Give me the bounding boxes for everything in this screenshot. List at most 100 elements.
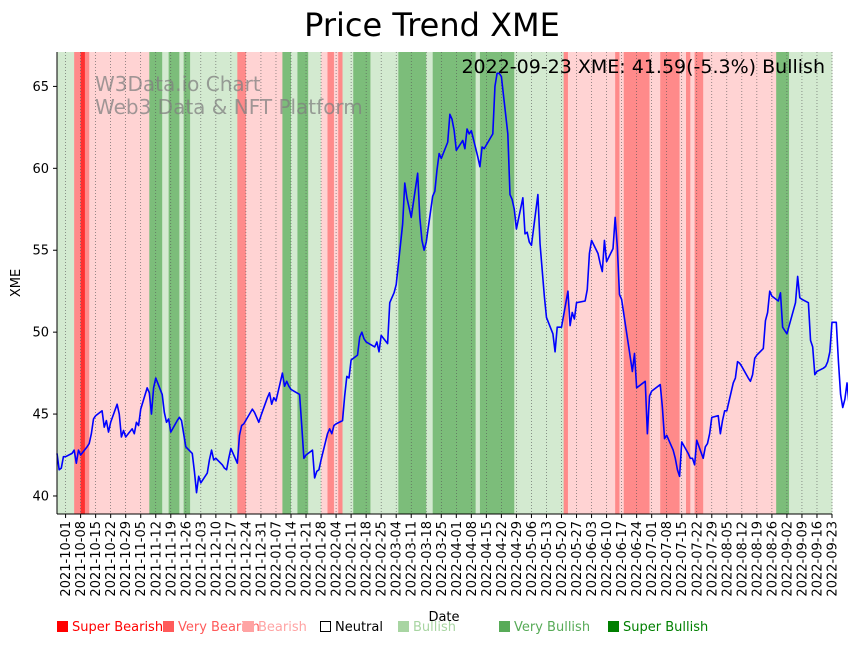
x-tick-label: 2022-03-25 (435, 521, 450, 597)
x-tick-label: 2021-12-31 (254, 521, 269, 597)
legend-swatch (320, 621, 331, 632)
regime-band-very-bullish (776, 52, 790, 514)
x-tick-label: 2021-10-01 (59, 521, 74, 597)
x-tick-label: 2022-05-06 (525, 521, 540, 597)
regime-band-bullish (370, 52, 399, 514)
legend-swatch (608, 621, 619, 632)
legend-label: Super Bullish (623, 620, 709, 635)
chart-title: Price Trend XME (304, 6, 560, 44)
legend-label: Super Bearish (72, 620, 164, 635)
x-tick-label: 2022-03-04 (390, 521, 405, 597)
x-tick-label: 2022-07-29 (705, 521, 720, 597)
x-tick-label: 2022-01-14 (285, 521, 300, 597)
legend-label: Very Bullish (514, 620, 591, 635)
legend-item-bearish: Bearish (243, 620, 307, 635)
legend-swatch (398, 621, 409, 632)
x-tick-label: 2022-09-02 (780, 521, 795, 597)
regime-band-very-bearish (563, 52, 569, 514)
regime-band-very-bullish (432, 52, 477, 514)
regime-band-very-bearish (84, 52, 90, 514)
watermark: W3Data.io Chart Web3 Data & NFT Platform (95, 72, 363, 119)
regime-band-bullish (190, 52, 238, 514)
x-tick-label: 2022-06-24 (630, 521, 645, 597)
price-series-line (56, 72, 848, 494)
regime-band-bearish (245, 52, 283, 514)
x-tick-label: 2021-12-03 (194, 521, 209, 597)
legend-item-super-bearish: Super Bearish (57, 620, 163, 635)
x-ticks: 2021-10-01 2021-10-08 2021-10-15 2021-10-22… (59, 514, 841, 597)
legend-item-super-bullish: Super Bullish (608, 620, 708, 635)
regime-band-bearish (679, 52, 687, 514)
x-tick-label: 2022-09-23 (826, 521, 841, 597)
x-tick-label: 2021-12-24 (239, 521, 254, 597)
x-tick-label: 2022-05-13 (540, 521, 555, 597)
regime-band-very-bullish (183, 52, 191, 514)
regime-band-bullish (308, 52, 322, 514)
x-tick-label: 2022-05-27 (570, 521, 585, 597)
x-tick-label: 2022-04-29 (510, 521, 525, 597)
y-tick-label: 55 (32, 244, 49, 259)
x-tick-label: 2021-10-08 (74, 521, 89, 597)
y-ticks: 40 45 50 55 60 65 (32, 80, 57, 504)
regime-band-bullish (291, 52, 298, 514)
x-tick-label: 2022-09-09 (795, 521, 810, 597)
regime-band-very-bullish (353, 52, 371, 514)
x-tick-label: 2022-05-20 (555, 521, 570, 597)
x-tick-label: 2022-01-21 (300, 521, 315, 597)
legend-swatch (57, 621, 68, 632)
y-tick-label: 45 (32, 408, 49, 423)
regime-band-very-bullish (297, 52, 309, 514)
x-tick-label: 2021-11-05 (134, 521, 149, 597)
legend-swatch (243, 621, 254, 632)
x-tick-label: 2022-04-15 (480, 521, 495, 597)
x-tick-label: 2022-03-18 (420, 521, 435, 597)
x-tick-label: 2022-06-03 (585, 521, 600, 597)
regime-band-bullish (475, 52, 481, 514)
regime-band-very-bearish (615, 52, 620, 514)
regime-band-bearish (89, 52, 150, 514)
x-tick-label: 2022-02-25 (375, 521, 390, 597)
x-tick-label: 2022-03-11 (405, 521, 420, 597)
regime-band-bullish (162, 52, 170, 514)
x-tick-label: 2021-11-26 (179, 521, 194, 597)
regime-band-super-bearish (80, 52, 86, 514)
regime-band-bullish (179, 52, 185, 514)
x-tick-label: 2022-02-04 (330, 521, 345, 597)
regime-band-very-bullish (168, 52, 180, 514)
y-tick-label: 40 (32, 489, 49, 504)
legend-swatch (499, 621, 510, 632)
x-tick-label: 2022-01-07 (269, 521, 284, 597)
regime-band-bullish (426, 52, 434, 514)
x-tick-label: 2022-08-26 (765, 521, 780, 597)
x-tick-label: 2022-08-12 (735, 521, 750, 597)
regime-band-very-bullish (282, 52, 292, 514)
regime-band-bullish (797, 52, 833, 514)
legend-item-very-bullish: Very Bullish (499, 620, 590, 635)
regime-band-very-bearish (74, 52, 82, 514)
legend-label: Bearish (258, 620, 307, 635)
x-tick-label: 2022-02-11 (345, 521, 360, 597)
regime-band-very-bearish (694, 52, 704, 514)
x-tick-label: 2021-12-17 (224, 521, 239, 597)
x-tick-label: 2022-02-18 (360, 521, 375, 597)
regime-band-bullish (342, 52, 354, 514)
x-tick-label: 2022-09-16 (810, 521, 825, 597)
y-tick-label: 60 (32, 162, 49, 177)
regime-band-bullish (514, 52, 565, 514)
regime-legend: Super Bearish Very Bearish Bearish Neutral B… (0, 620, 848, 640)
x-tick-label: 2022-04-22 (495, 521, 510, 597)
regime-band-very-bearish (686, 52, 691, 514)
legend-item-bullish: Bullish (398, 620, 456, 635)
regime-band-bearish (703, 52, 777, 514)
legend-swatch (163, 621, 174, 632)
legend-item-very-bearish: Very Bearish (163, 620, 260, 635)
watermark-line-2: Web3 Data & NFT Platform (95, 95, 363, 119)
x-tick-label: 2021-10-22 (104, 521, 119, 597)
x-tick-label: 2022-07-08 (660, 521, 675, 597)
x-tick-label: 2022-08-19 (750, 521, 765, 597)
regime-band-very-bullish (398, 52, 427, 514)
x-tick-label: 2022-07-15 (675, 521, 690, 597)
regime-band-very-bearish (327, 52, 335, 514)
x-tick-label: 2022-04-01 (450, 521, 465, 597)
